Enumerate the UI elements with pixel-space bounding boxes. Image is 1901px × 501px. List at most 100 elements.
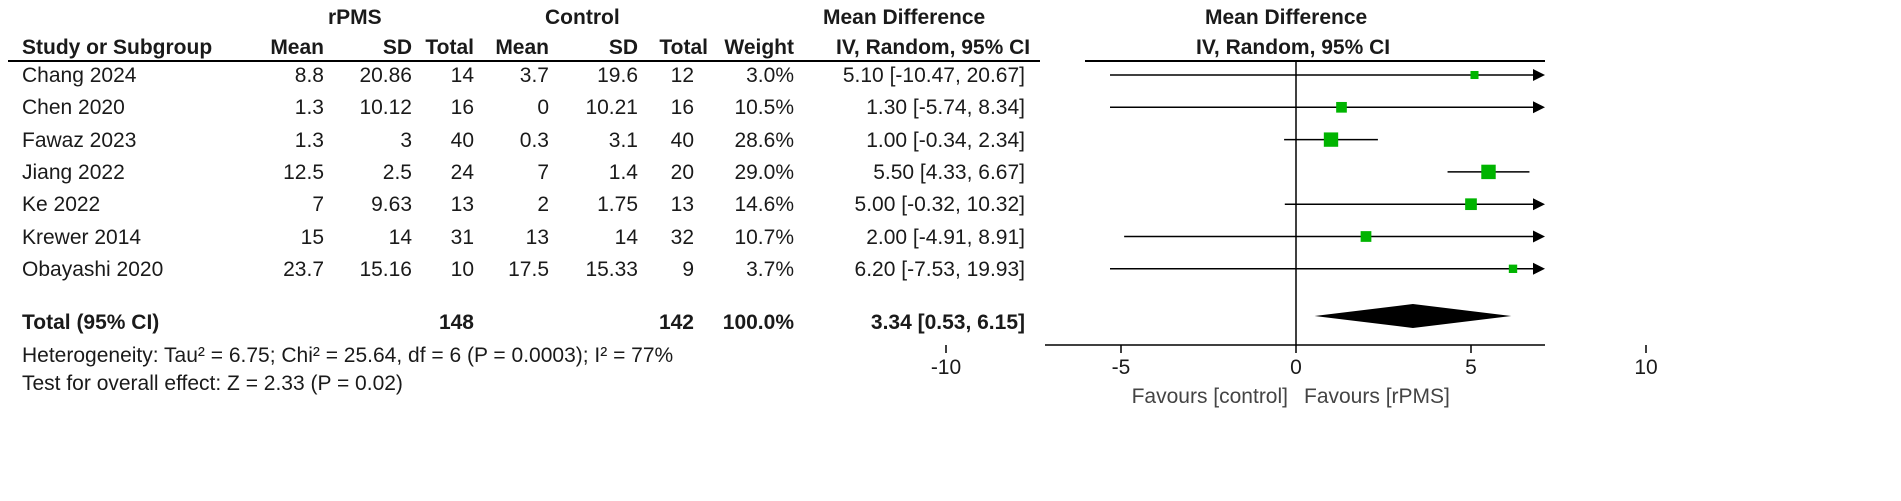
control-mean: 7 (537, 160, 549, 184)
rpms-total: 13 (450, 193, 474, 217)
control-sd: 14 (614, 225, 638, 249)
study-md-ci: 1.30 [-5.74, 8.34] (866, 96, 1025, 120)
study-square (1465, 198, 1477, 211)
control-sd: 10.21 (585, 96, 638, 120)
header-underline (8, 60, 1040, 62)
control-total: 40 (670, 128, 694, 152)
control-mean: 13 (525, 225, 549, 249)
x-tick-label: 10 (1634, 356, 1657, 379)
plot-header-underline (1085, 60, 1545, 62)
plot-header-top: Mean Difference (1205, 6, 1368, 29)
ci-arrow-right (1533, 101, 1545, 114)
control-sd: 1.75 (597, 193, 638, 217)
total-ci: 3.34 [0.53, 6.15] (870, 311, 1025, 334)
col-plot-ci: IV, Random, 95% CI (1196, 36, 1391, 59)
col-study: Study or Subgroup (22, 36, 213, 59)
x-tick-label: -5 (1112, 356, 1131, 379)
heterogeneity-text: Heterogeneity: Tau² = 6.75; Chi² = 25.64… (22, 344, 674, 367)
pooled-diamond (1314, 304, 1512, 328)
study-weight: 3.7% (746, 257, 794, 281)
study-weight: 29.0% (734, 160, 794, 184)
rpms-total: 16 (450, 96, 474, 120)
rpms-sd: 10.12 (359, 96, 412, 120)
total-weight: 100.0% (722, 311, 794, 334)
rpms-total: 24 (450, 160, 474, 184)
study-name: Chang 2024 (22, 64, 137, 87)
control-total: 9 (682, 257, 694, 281)
col-md-ci: IV, Random, 95% CI (836, 36, 1031, 59)
ci-arrow-right (1533, 262, 1545, 275)
rpms-sd: 2.5 (382, 160, 412, 184)
study-md-ci: 5.50 [4.33, 6.67] (873, 160, 1025, 184)
col-mean1: Mean (270, 36, 324, 59)
study-name: Chen 2020 (22, 96, 125, 120)
group2-header: Control (545, 6, 620, 29)
study-weight: 10.5% (734, 96, 794, 120)
study-weight: 14.6% (734, 193, 794, 217)
study-weight: 10.7% (734, 225, 794, 249)
control-mean: 0.3 (519, 128, 549, 152)
md-header-top: Mean Difference (823, 6, 986, 29)
rpms-sd: 14 (388, 225, 412, 249)
study-md-ci: 1.00 [-0.34, 2.34] (866, 128, 1025, 152)
x-tick-label: 5 (1465, 356, 1477, 379)
study-md-ci: 5.00 [-0.32, 10.32] (854, 193, 1025, 217)
study-weight: 28.6% (734, 128, 794, 152)
ci-arrow-right (1533, 198, 1545, 211)
col-sd2: SD (608, 36, 638, 59)
rpms-total: 40 (450, 128, 474, 152)
study-name: Jiang 2022 (22, 160, 125, 184)
control-sd: 15.33 (585, 257, 638, 281)
control-sd: 3.1 (608, 128, 638, 152)
rpms-sd: 15.16 (359, 257, 412, 281)
study-md-ci: 2.00 [-4.91, 8.91] (866, 225, 1025, 249)
rpms-mean: 23.7 (283, 257, 324, 281)
ci-arrow-right (1533, 230, 1545, 243)
x-tick-label: 0 (1290, 356, 1302, 379)
col-mean2: Mean (495, 36, 549, 59)
rpms-sd: 9.63 (371, 193, 412, 217)
group1-header: rPMS (328, 6, 382, 29)
control-total: 32 (670, 225, 694, 249)
overall-effect-text: Test for overall effect: Z = 2.33 (P = 0… (22, 372, 403, 395)
rpms-mean: 12.5 (283, 160, 324, 184)
rpms-sd: 3 (400, 128, 412, 152)
study-square (1508, 264, 1518, 273)
study-square (1360, 231, 1372, 242)
study-md-ci: 5.10 [-10.47, 20.67] (842, 64, 1025, 87)
x-tick-label: -10 (931, 356, 961, 379)
study-weight: 3.0% (746, 64, 794, 87)
total-n2: 142 (658, 311, 694, 334)
total-n1: 148 (438, 311, 474, 334)
rpms-mean: 7 (312, 193, 324, 217)
total-label: Total (95% CI) (22, 311, 160, 334)
control-total: 13 (670, 193, 694, 217)
rpms-total: 31 (450, 225, 474, 249)
rpms-sd: 20.86 (359, 64, 412, 87)
study-square (1481, 164, 1496, 180)
rpms-mean: 1.3 (294, 128, 324, 152)
col-sd1: SD (382, 36, 412, 59)
rpms-mean: 1.3 (294, 96, 324, 120)
favours-rpms-label: Favours [rPMS] (1304, 385, 1450, 408)
control-mean: 0 (537, 96, 549, 120)
study-name: Fawaz 2023 (22, 128, 137, 152)
control-total: 12 (670, 64, 694, 87)
rpms-total: 10 (450, 257, 474, 281)
rpms-mean: 8.8 (294, 64, 324, 87)
study-name: Ke 2022 (22, 193, 101, 217)
control-total: 20 (670, 160, 694, 184)
rpms-total: 14 (450, 64, 474, 87)
col-weight: Weight (724, 36, 794, 59)
control-sd: 19.6 (597, 64, 638, 87)
study-square (1336, 101, 1347, 113)
study-square (1470, 70, 1479, 80)
control-total: 16 (670, 96, 694, 120)
favours-control-label: Favours [control] (1132, 385, 1288, 408)
control-mean: 2 (537, 193, 549, 217)
study-md-ci: 6.20 [-7.53, 19.93] (854, 257, 1025, 281)
study-square (1323, 132, 1339, 147)
col-total1: Total (425, 36, 474, 59)
ci-arrow-right (1533, 69, 1545, 81)
